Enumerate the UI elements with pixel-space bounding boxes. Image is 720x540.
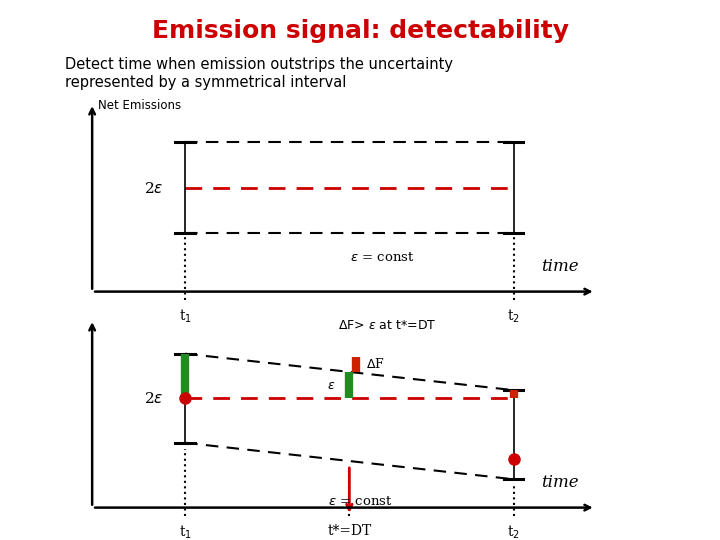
Text: $\varepsilon$: $\varepsilon$ — [328, 379, 336, 392]
Text: Net Emissions: Net Emissions — [98, 99, 181, 112]
Text: Emission signal: detectability: Emission signal: detectability — [151, 19, 569, 43]
Text: $\Delta$F> $\varepsilon$ at t*=DT: $\Delta$F> $\varepsilon$ at t*=DT — [338, 319, 437, 332]
Text: t$_1$: t$_1$ — [179, 524, 192, 540]
Text: t$_1$: t$_1$ — [179, 308, 192, 325]
Text: time: time — [541, 259, 579, 275]
Text: t$_2$: t$_2$ — [507, 308, 520, 325]
Text: Detect time when emission outstrips the uncertainty: Detect time when emission outstrips the … — [65, 57, 453, 72]
Text: $\Delta$F: $\Delta$F — [366, 357, 384, 372]
Text: 2$\varepsilon$: 2$\varepsilon$ — [144, 181, 163, 196]
Text: $\varepsilon$ = const: $\varepsilon$ = const — [350, 251, 415, 264]
Text: t*=DT: t*=DT — [327, 524, 372, 538]
Text: represented by a symmetrical interval: represented by a symmetrical interval — [65, 75, 346, 90]
Text: t$_2$: t$_2$ — [507, 524, 520, 540]
Text: 2$\varepsilon$: 2$\varepsilon$ — [144, 391, 163, 406]
Text: time: time — [541, 475, 579, 491]
Text: $\varepsilon$ = const: $\varepsilon$ = const — [328, 496, 392, 509]
